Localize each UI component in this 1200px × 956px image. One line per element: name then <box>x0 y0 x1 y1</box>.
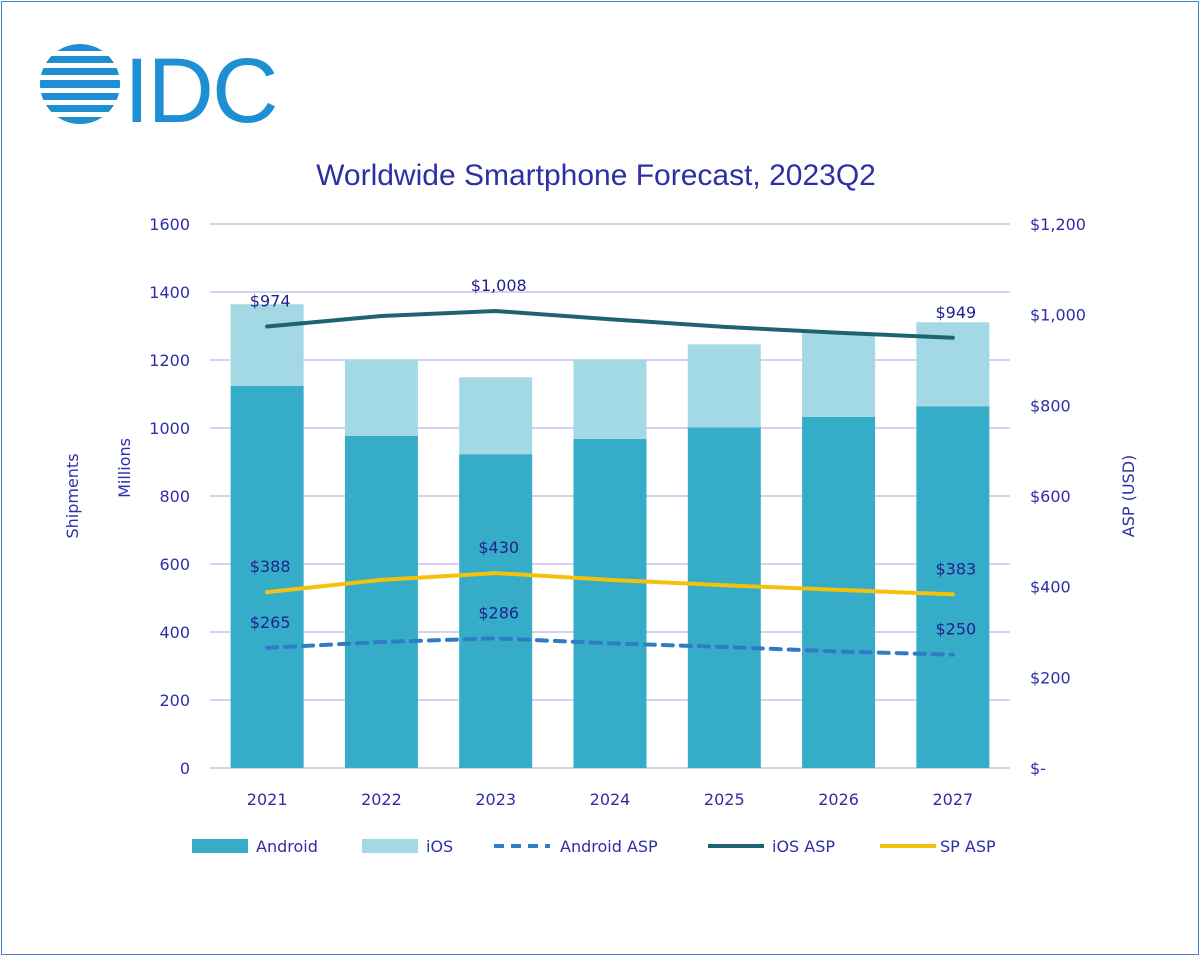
x-tick-label: 2021 <box>247 790 288 809</box>
y-left-tick-label: 1600 <box>149 215 190 234</box>
bar-ios <box>459 377 533 455</box>
x-tick-label: 2023 <box>475 790 516 809</box>
y-right-tick-label: $400 <box>1030 578 1071 597</box>
x-tick-label: 2025 <box>704 790 745 809</box>
line-ios-asp <box>265 309 955 340</box>
bar-android <box>459 454 533 768</box>
legend-label: Android ASP <box>560 837 658 856</box>
data-label: $388 <box>250 557 291 576</box>
bar-ios <box>573 359 647 439</box>
x-tick-label: 2026 <box>818 790 859 809</box>
line-android-asp <box>265 636 955 657</box>
idc-logo: IDC <box>40 40 278 142</box>
data-label: $383 <box>935 559 976 578</box>
x-tick-label: 2022 <box>361 790 402 809</box>
data-label: $250 <box>935 620 976 639</box>
y-left-tick-label: 1200 <box>149 351 190 370</box>
legend-swatch <box>192 839 248 853</box>
y-left-tick-label: 1000 <box>149 419 190 438</box>
chart-title: Worldwide Smartphone Forecast, 2023Q2 <box>316 159 876 192</box>
y-left-tick-label: 200 <box>159 691 190 710</box>
legend-label: iOS ASP <box>772 837 835 856</box>
data-label: $1,008 <box>471 276 527 295</box>
bar-ios <box>230 304 304 386</box>
y-right-tick-label: $200 <box>1030 668 1071 687</box>
bar-ios <box>802 333 876 417</box>
y-left-tick-label: 600 <box>159 555 190 574</box>
bar-android <box>916 406 990 768</box>
y-left-label: Shipments <box>63 453 82 538</box>
legend-label: Android <box>256 837 318 856</box>
y-left-sublabel: Millions <box>115 438 134 498</box>
data-label: $974 <box>250 291 291 310</box>
y-left-tick-label: 0 <box>180 759 190 778</box>
x-tick-label: 2024 <box>590 790 631 809</box>
bar-android <box>230 385 304 768</box>
bar-android <box>687 427 761 768</box>
logo-text: IDC <box>124 40 276 142</box>
y-right-tick-label: $800 <box>1030 396 1071 415</box>
bar-ios <box>687 344 761 428</box>
data-label: $286 <box>478 603 519 622</box>
legend: Android iOS Android ASP iOS ASP SP ASP <box>192 837 996 856</box>
y-right-tick-label: $- <box>1030 759 1046 778</box>
data-label: $430 <box>478 538 519 557</box>
legend-label: iOS <box>426 837 453 856</box>
line-sp-asp <box>265 571 955 597</box>
bar-android <box>344 435 418 768</box>
data-label: $265 <box>250 613 291 632</box>
y-right-label: ASP (USD) <box>1119 455 1138 538</box>
x-tick-label: 2027 <box>932 790 973 809</box>
bar-ios <box>344 359 418 436</box>
y-right-tick-label: $1,200 <box>1030 215 1086 234</box>
y-right-tick-label: $1,000 <box>1030 306 1086 325</box>
y-right-tick-label: $600 <box>1030 487 1071 506</box>
y-left-tick-label: 400 <box>159 623 190 642</box>
legend-label: SP ASP <box>940 837 996 856</box>
data-label: $949 <box>935 303 976 322</box>
y-left-tick-label: 800 <box>159 487 190 506</box>
legend-swatch <box>362 839 418 853</box>
y-left-tick-label: 1400 <box>149 283 190 302</box>
bar-android <box>573 438 647 768</box>
